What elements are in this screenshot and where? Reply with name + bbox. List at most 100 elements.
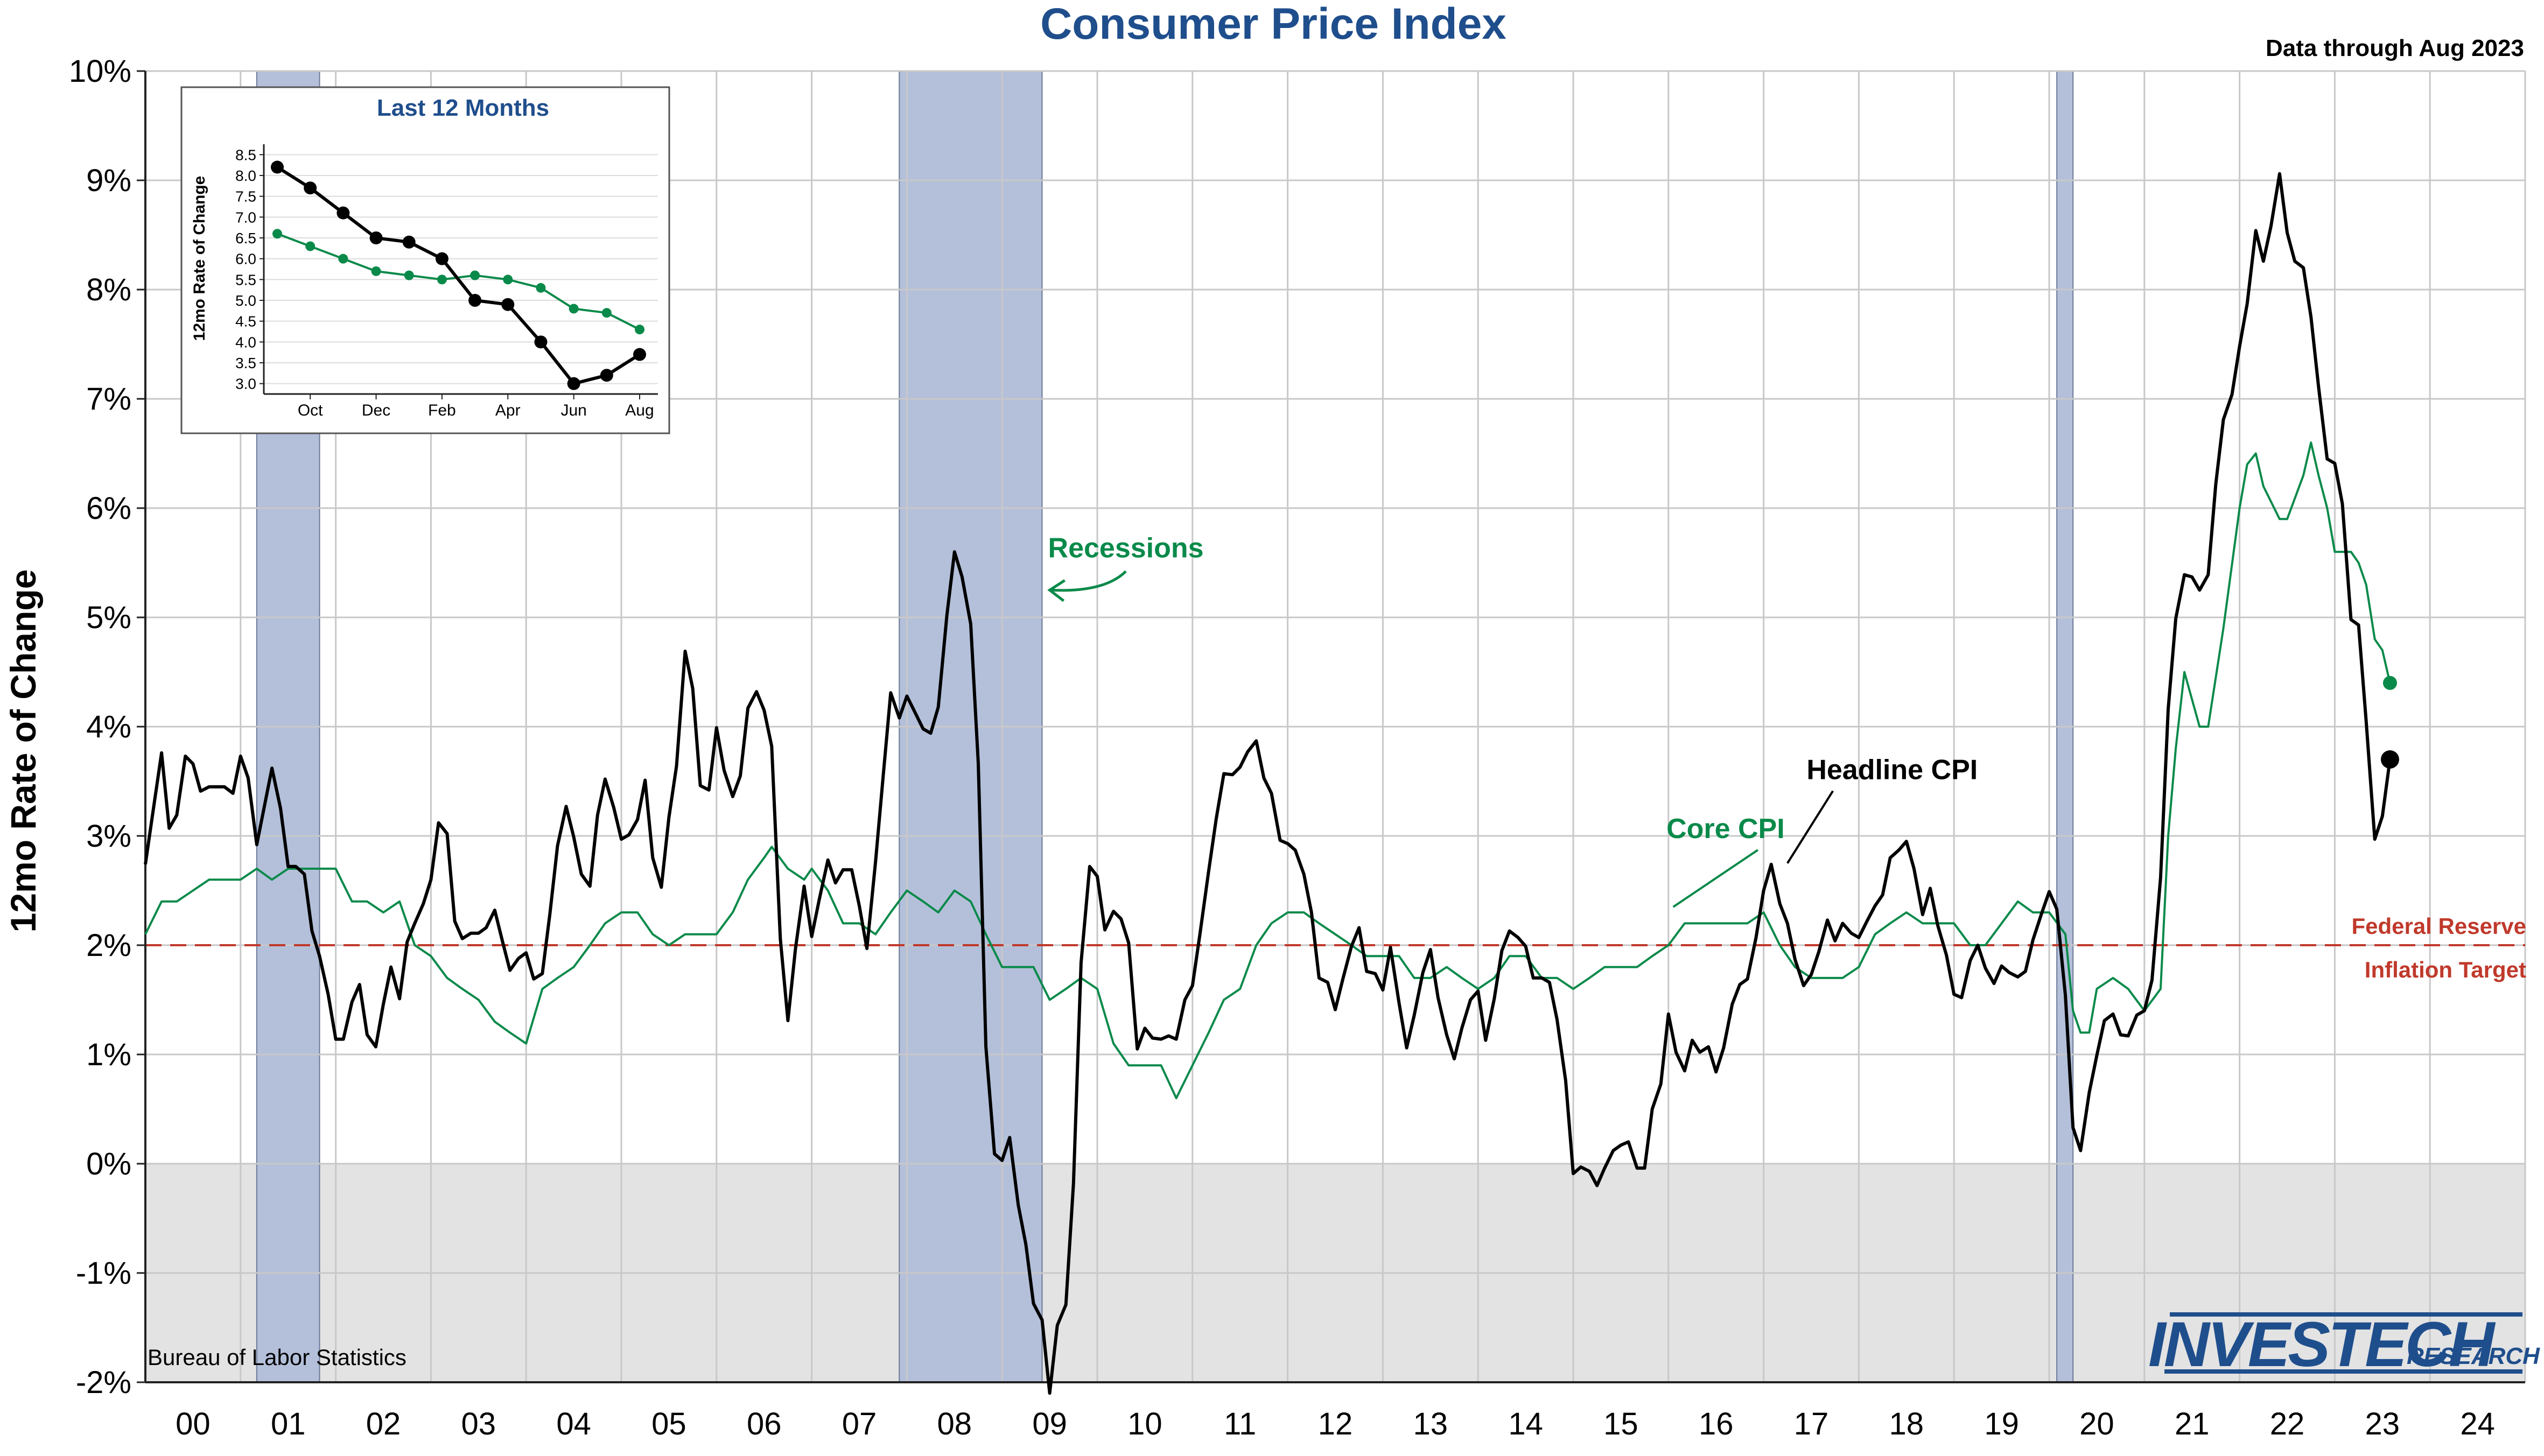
y-tick-label: 3% xyxy=(86,819,131,854)
y-tick-label: 7% xyxy=(86,382,131,417)
x-tick-label: 19 xyxy=(1984,1406,2019,1441)
inset-core-cpi-point xyxy=(338,254,348,264)
inset-y-tick-label: 6.5 xyxy=(235,230,256,247)
inset-headline-cpi-point xyxy=(534,335,548,349)
y-tick-label: 2% xyxy=(86,928,131,963)
x-tick-label: 07 xyxy=(842,1406,877,1441)
core-cpi-line xyxy=(144,441,2391,1100)
x-tick-label: 14 xyxy=(1508,1406,1543,1441)
headline-cpi-end-point xyxy=(2380,750,2399,769)
annotation-core-cpi: Core CPI xyxy=(1666,813,1785,845)
x-tick-label: 11 xyxy=(1224,1406,1256,1441)
chart-title: Consumer Price Index xyxy=(1040,0,1506,48)
inset-headline-cpi-point xyxy=(402,235,416,249)
inset-x-tick-label: Feb xyxy=(428,402,456,419)
target-label-line-2: Inflation Target xyxy=(2365,957,2526,982)
inset-y-tick-label: 8.5 xyxy=(235,146,256,163)
inset-x-tick-label: Apr xyxy=(495,402,521,419)
x-tick-label: 21 xyxy=(2175,1406,2210,1441)
x-tick-label: 18 xyxy=(1889,1406,1924,1441)
inset-headline-cpi-point xyxy=(304,181,317,195)
inset-x-tick-label: Dec xyxy=(362,402,390,419)
brand-sub: RESEARCH xyxy=(2407,1343,2540,1369)
y-tick-label: 6% xyxy=(86,491,131,526)
inset-y-tick-label: 4.5 xyxy=(235,313,256,330)
y-tick-label: 1% xyxy=(86,1037,131,1072)
annotation-leader-line xyxy=(1672,849,1758,908)
y-tick-label: -2% xyxy=(76,1365,131,1400)
inset-y-tick-label: 7.0 xyxy=(235,209,256,226)
inset-title: Last 12 Months xyxy=(377,95,549,121)
inset-x-tick-label: Aug xyxy=(625,402,654,419)
x-tick-label: 20 xyxy=(2079,1406,2114,1441)
inset-y-tick-label: 4.0 xyxy=(235,334,256,350)
x-tick-label: 04 xyxy=(556,1406,591,1441)
x-tick-label: 06 xyxy=(747,1406,782,1441)
headline-cpi-line xyxy=(144,172,2392,1395)
x-tick-label: 01 xyxy=(271,1406,306,1441)
inset-x-tick-label: Oct xyxy=(298,402,323,419)
x-tick-label: 09 xyxy=(1032,1406,1067,1441)
inset-y-tick-label: 8.0 xyxy=(235,167,256,184)
recessions-arrow-head xyxy=(1047,579,1066,602)
y-tick-label: 8% xyxy=(86,272,131,307)
inset-core-cpi-point xyxy=(635,325,644,335)
inset-headline-cpi-point xyxy=(567,377,580,390)
data-through-note: Data through Aug 2023 xyxy=(2266,35,2524,61)
inset-core-cpi-point xyxy=(272,229,282,239)
investech-logo: INVESTECH RESEARCH xyxy=(2148,1309,2540,1380)
x-tick-label: 08 xyxy=(937,1406,972,1441)
inset-y-axis-title: 12mo Rate of Change xyxy=(191,176,208,341)
inset-y-tick-label: 5.5 xyxy=(235,271,256,288)
inset-y-tick-label: 3.0 xyxy=(235,376,256,392)
inset-headline-cpi-point xyxy=(271,160,284,174)
x-tick-label: 10 xyxy=(1127,1406,1162,1441)
x-tick-label: 12 xyxy=(1318,1406,1353,1441)
y-tick-label: 0% xyxy=(86,1146,131,1181)
inset-frame xyxy=(180,86,670,434)
inset-y-tick-label: 3.5 xyxy=(235,355,256,371)
annotation-headline-cpi: Headline CPI xyxy=(1806,754,1978,785)
inset-headline-cpi-point xyxy=(337,206,350,220)
y-tick-label: 10% xyxy=(69,54,131,89)
x-tick-label: 22 xyxy=(2270,1406,2305,1441)
annotation-recessions: Recessions xyxy=(1048,532,1204,564)
x-tick-label: 02 xyxy=(366,1406,401,1441)
x-tick-label: 24 xyxy=(2460,1406,2495,1441)
inset-chart: Last 12 Months 12mo Rate of Change 3.0 3.… xyxy=(180,86,670,434)
inset-core-cpi-point xyxy=(470,270,480,280)
inset-core-cpi-point xyxy=(601,308,612,318)
source-note: Bureau of Labor Statistics xyxy=(148,1345,407,1370)
inset-core-cpi-point xyxy=(305,241,316,251)
x-tick-label: 05 xyxy=(651,1406,686,1441)
x-tick-label: 00 xyxy=(176,1406,211,1441)
y-tick-label: 5% xyxy=(86,600,131,635)
recessions-arrow xyxy=(1049,570,1127,592)
inset-headline-cpi-point xyxy=(501,298,515,311)
inset-y-tick-label: 5.0 xyxy=(235,292,256,309)
inset-core-cpi-point xyxy=(569,304,579,314)
core-cpi-end-point xyxy=(2382,676,2397,690)
inset-y-tick-label: 7.5 xyxy=(235,188,256,205)
y-tick-label: 9% xyxy=(86,163,131,198)
inset-headline-cpi-point xyxy=(468,294,482,307)
inset-headline-cpi-point xyxy=(633,348,646,361)
inset-core-cpi-point xyxy=(536,283,546,293)
inset-y-tick-label: 6.0 xyxy=(235,251,256,268)
inset-core-cpi-point xyxy=(437,275,447,285)
x-tick-label: 03 xyxy=(461,1406,496,1441)
y-tick-label: -1% xyxy=(76,1256,131,1291)
y-axis-title: 12mo Rate of Change xyxy=(3,569,43,933)
target-label-line-1: Federal Reserve xyxy=(2351,913,2526,939)
inset-core-cpi-point xyxy=(503,275,513,285)
annotation-leader-line xyxy=(1786,790,1834,864)
inset-headline-cpi-point xyxy=(435,252,448,265)
x-tick-label: 16 xyxy=(1699,1406,1734,1441)
inset-core-cpi-point xyxy=(371,266,381,276)
inset-headline-cpi-point xyxy=(369,231,383,244)
y-tick-label: 4% xyxy=(86,709,131,744)
inset-headline-cpi-point xyxy=(600,369,613,382)
x-tick-label: 23 xyxy=(2365,1406,2400,1441)
